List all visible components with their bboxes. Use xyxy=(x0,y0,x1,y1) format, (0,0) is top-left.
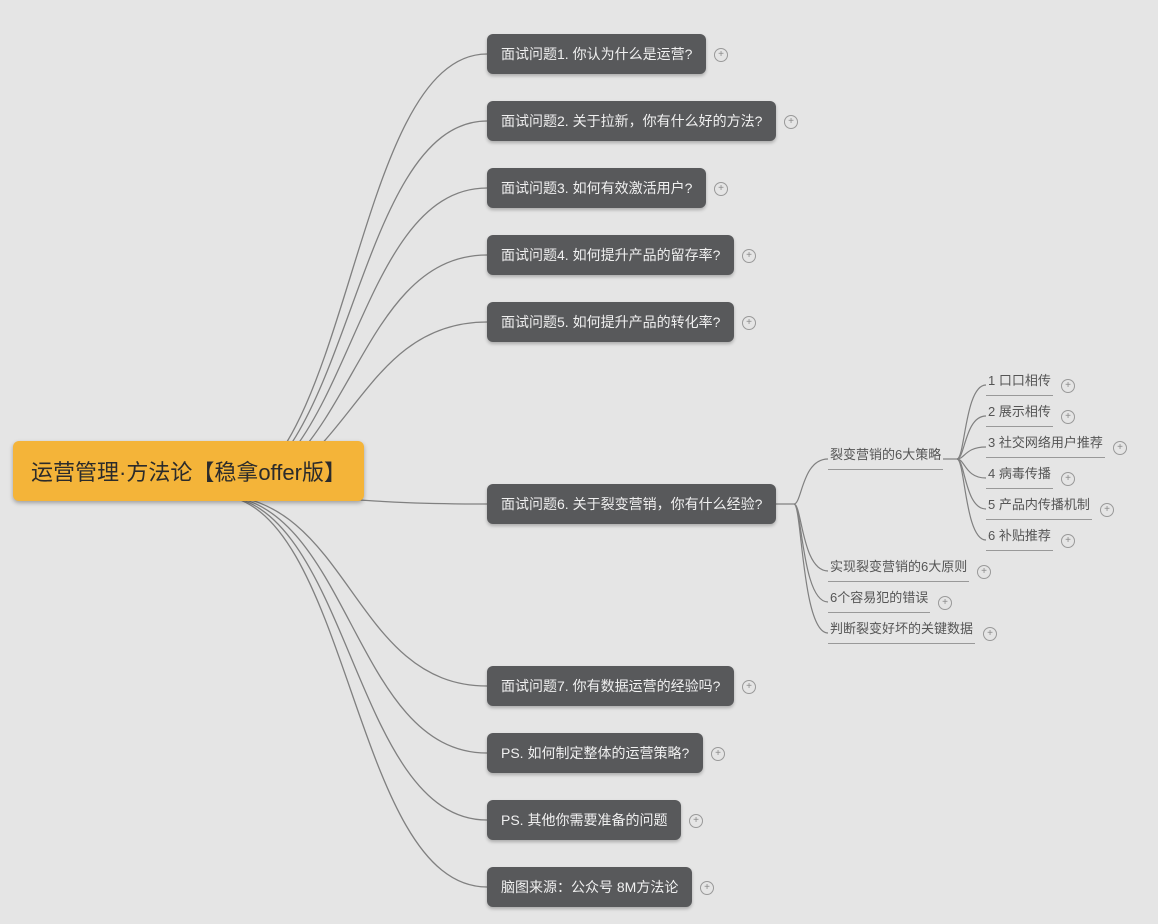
l2-expand-1[interactable] xyxy=(977,565,991,579)
l1-node-1[interactable]: 面试问题2. 关于拉新，你有什么好的方法? xyxy=(487,101,776,141)
l1-node-0[interactable]: 面试问题1. 你认为什么是运营? xyxy=(487,34,706,74)
l1-node-9[interactable]: 脑图来源：公众号 8M方法论 xyxy=(487,867,692,907)
mindmap-canvas: 运营管理·方法论【稳拿offer版】 面试问题1. 你认为什么是运营? 面试问题2.… xyxy=(0,0,1158,924)
l2-node-0[interactable]: 裂变营销的6大策略 xyxy=(828,440,943,470)
l1-expand-3[interactable] xyxy=(742,249,756,263)
l1-node-6-label: 面试问题7. 你有数据运营的经验吗? xyxy=(501,678,720,694)
root-node-label: 运营管理·方法论【稳拿offer版】 xyxy=(31,460,346,485)
l3-node-3[interactable]: 4 病毒传播 xyxy=(986,459,1053,489)
l3-node-1-label: 2 展示相传 xyxy=(988,404,1051,419)
l1-expand-9[interactable] xyxy=(700,881,714,895)
l3-node-5-label: 6 补贴推荐 xyxy=(988,528,1051,543)
l2-node-1[interactable]: 实现裂变营销的6大原则 xyxy=(828,552,969,582)
l1-node-5[interactable]: 面试问题6. 关于裂变营销，你有什么经验? xyxy=(487,484,776,524)
l1-node-8[interactable]: PS. 其他你需要准备的问题 xyxy=(487,800,681,840)
l1-node-7[interactable]: PS. 如何制定整体的运营策略? xyxy=(487,733,703,773)
l1-node-4-label: 面试问题5. 如何提升产品的转化率? xyxy=(501,314,720,330)
l1-node-0-label: 面试问题1. 你认为什么是运营? xyxy=(501,46,692,62)
l1-expand-8[interactable] xyxy=(689,814,703,828)
l2-node-2-label: 6个容易犯的错误 xyxy=(830,590,928,605)
l1-node-2[interactable]: 面试问题3. 如何有效激活用户? xyxy=(487,168,706,208)
l3-node-5[interactable]: 6 补贴推荐 xyxy=(986,521,1053,551)
l1-expand-4[interactable] xyxy=(742,316,756,330)
l1-node-5-label: 面试问题6. 关于裂变营销，你有什么经验? xyxy=(501,496,762,512)
l1-expand-6[interactable] xyxy=(742,680,756,694)
l2-expand-2[interactable] xyxy=(938,596,952,610)
l1-expand-1[interactable] xyxy=(784,115,798,129)
l3-node-2[interactable]: 3 社交网络用户推荐 xyxy=(986,428,1105,458)
l1-expand-2[interactable] xyxy=(714,182,728,196)
l1-node-1-label: 面试问题2. 关于拉新，你有什么好的方法? xyxy=(501,113,762,129)
l1-node-2-label: 面试问题3. 如何有效激活用户? xyxy=(501,180,692,196)
l3-node-2-label: 3 社交网络用户推荐 xyxy=(988,435,1103,450)
l1-expand-7[interactable] xyxy=(711,747,725,761)
l3-expand-2[interactable] xyxy=(1113,441,1127,455)
l3-expand-5[interactable] xyxy=(1061,534,1075,548)
l1-node-3-label: 面试问题4. 如何提升产品的留存率? xyxy=(501,247,720,263)
l2-node-3[interactable]: 判断裂变好坏的关键数据 xyxy=(828,614,975,644)
l1-node-7-label: PS. 如何制定整体的运营策略? xyxy=(501,745,689,761)
root-node[interactable]: 运营管理·方法论【稳拿offer版】 xyxy=(13,441,364,501)
l2-node-3-label: 判断裂变好坏的关键数据 xyxy=(830,621,973,636)
l1-node-6[interactable]: 面试问题7. 你有数据运营的经验吗? xyxy=(487,666,734,706)
l3-node-4-label: 5 产品内传播机制 xyxy=(988,497,1090,512)
l2-expand-3[interactable] xyxy=(983,627,997,641)
l1-node-9-label: 脑图来源：公众号 8M方法论 xyxy=(501,879,678,895)
l3-node-3-label: 4 病毒传播 xyxy=(988,466,1051,481)
l1-node-4[interactable]: 面试问题5. 如何提升产品的转化率? xyxy=(487,302,734,342)
l1-node-3[interactable]: 面试问题4. 如何提升产品的留存率? xyxy=(487,235,734,275)
l1-expand-0[interactable] xyxy=(714,48,728,62)
l3-node-1[interactable]: 2 展示相传 xyxy=(986,397,1053,427)
l3-node-0[interactable]: 1 口口相传 xyxy=(986,366,1053,396)
l3-node-4[interactable]: 5 产品内传播机制 xyxy=(986,490,1092,520)
l2-node-0-label: 裂变营销的6大策略 xyxy=(830,447,941,462)
l3-node-0-label: 1 口口相传 xyxy=(988,373,1051,388)
l3-expand-4[interactable] xyxy=(1100,503,1114,517)
l2-node-1-label: 实现裂变营销的6大原则 xyxy=(830,559,967,574)
l3-expand-0[interactable] xyxy=(1061,379,1075,393)
l2-node-2[interactable]: 6个容易犯的错误 xyxy=(828,583,930,613)
l1-node-8-label: PS. 其他你需要准备的问题 xyxy=(501,812,667,828)
l3-expand-1[interactable] xyxy=(1061,410,1075,424)
l3-expand-3[interactable] xyxy=(1061,472,1075,486)
